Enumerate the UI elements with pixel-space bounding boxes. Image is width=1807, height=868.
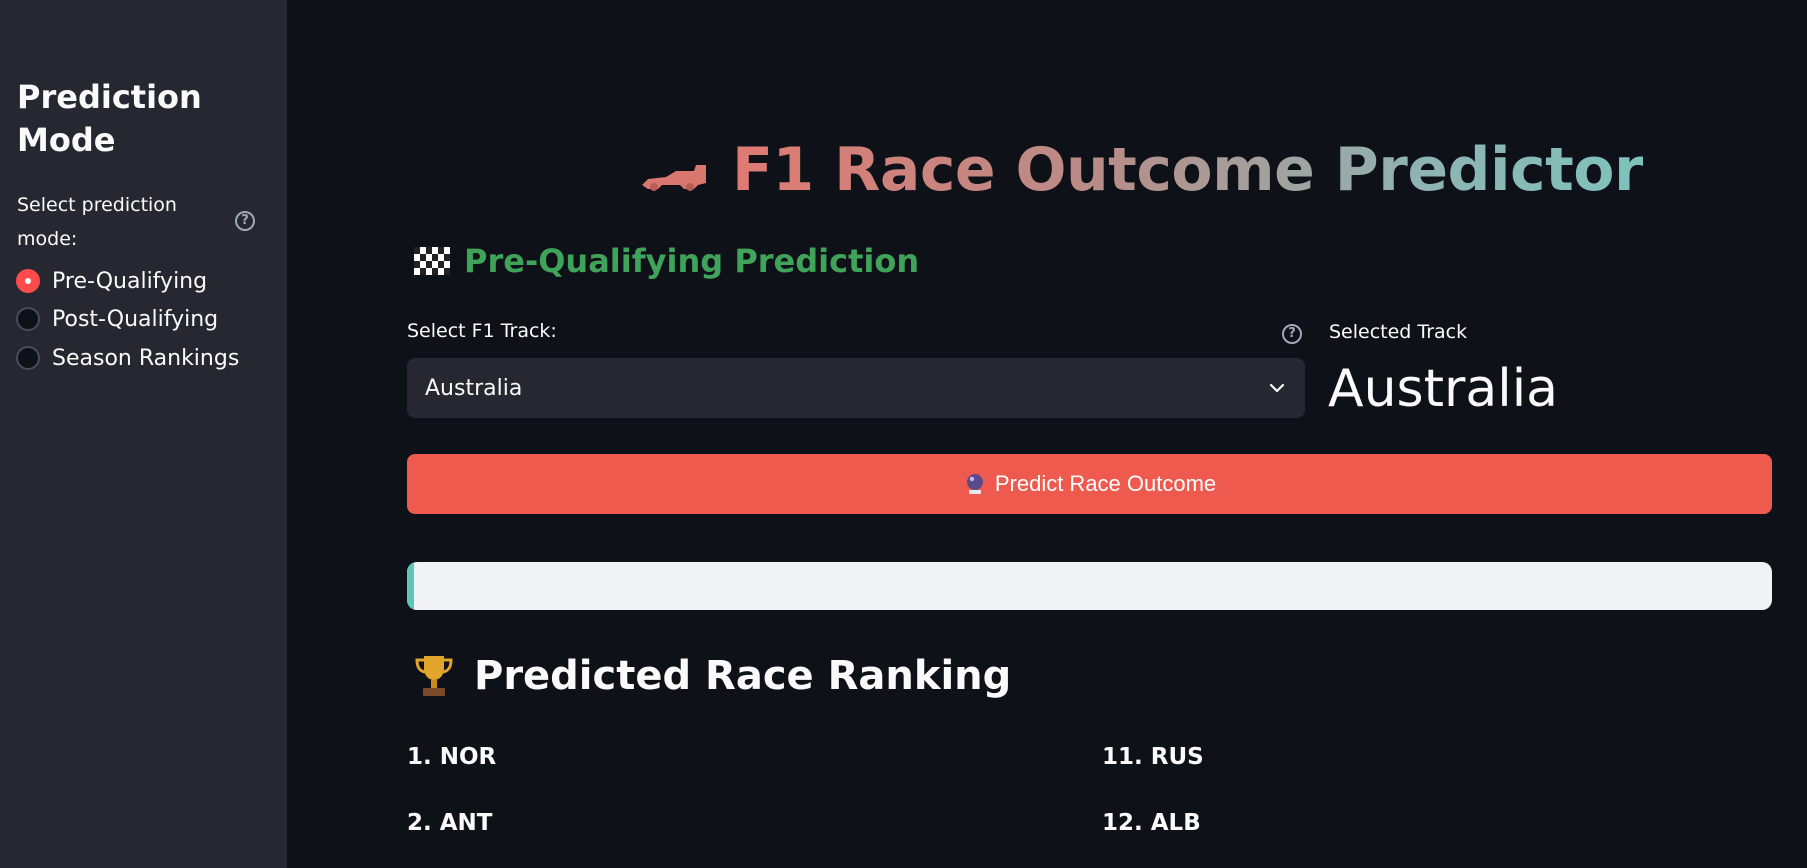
ranking-item: 11. RUS <box>1102 744 1204 770</box>
predict-button-label: Predict Race Outcome <box>994 471 1217 496</box>
radio-option-post-qualifying[interactable]: Post-Qualifying <box>16 304 218 334</box>
ranking-item: 12. ALB <box>1102 810 1201 836</box>
ranking-item: 2. ANT <box>407 810 493 836</box>
chevron-down-icon <box>1269 383 1285 393</box>
selected-track-label: Selected Track <box>1329 321 1468 343</box>
radio-group-label: Select prediction mode: <box>17 194 177 250</box>
sidebar: Prediction Mode Select prediction mode: … <box>0 0 287 868</box>
ranking-item: 1. NOR <box>407 744 497 770</box>
radio-option-label: Pre-Qualifying <box>52 268 208 294</box>
page-title: F1 Race Outcome Predictor <box>640 130 1644 210</box>
crystal-ball-icon <box>966 474 983 494</box>
subheader-text: Pre-Qualifying Prediction <box>464 242 920 280</box>
track-select-label: Select F1 Track: <box>407 320 557 342</box>
selected-track-value: Australia <box>1328 359 1559 419</box>
sidebar-title: Prediction Mode <box>17 78 202 159</box>
race-car-icon <box>642 165 706 191</box>
radio-button[interactable] <box>16 307 40 331</box>
predict-race-outcome-button[interactable]: Predict Race Outcome <box>407 454 1772 514</box>
track-select[interactable]: Australia <box>407 358 1305 418</box>
radio-button[interactable] <box>16 346 40 370</box>
radio-option-label: Season Rankings <box>52 345 240 371</box>
progress-bar-fill <box>407 562 414 610</box>
page-title-text: F1 Race Outcome Predictor <box>732 135 1644 205</box>
section-subheader: Pre-Qualifying Prediction <box>414 240 919 282</box>
trophy-icon <box>415 656 453 696</box>
ranking-heading: Predicted Race Ranking <box>414 650 1011 702</box>
radio-option-pre-qualifying[interactable]: Pre-Qualifying <box>16 266 207 296</box>
radio-button-checked[interactable] <box>16 269 40 293</box>
radio-option-season-rankings[interactable]: Season Rankings <box>16 343 239 373</box>
help-icon[interactable]: ? <box>235 211 255 231</box>
checkered-flag-icon <box>414 247 450 275</box>
progress-bar <box>407 562 1772 610</box>
radio-option-label: Post-Qualifying <box>52 306 219 332</box>
ranking-heading-text: Predicted Race Ranking <box>474 653 1012 699</box>
track-select-value: Australia <box>425 375 523 401</box>
help-icon[interactable]: ? <box>1282 324 1302 344</box>
